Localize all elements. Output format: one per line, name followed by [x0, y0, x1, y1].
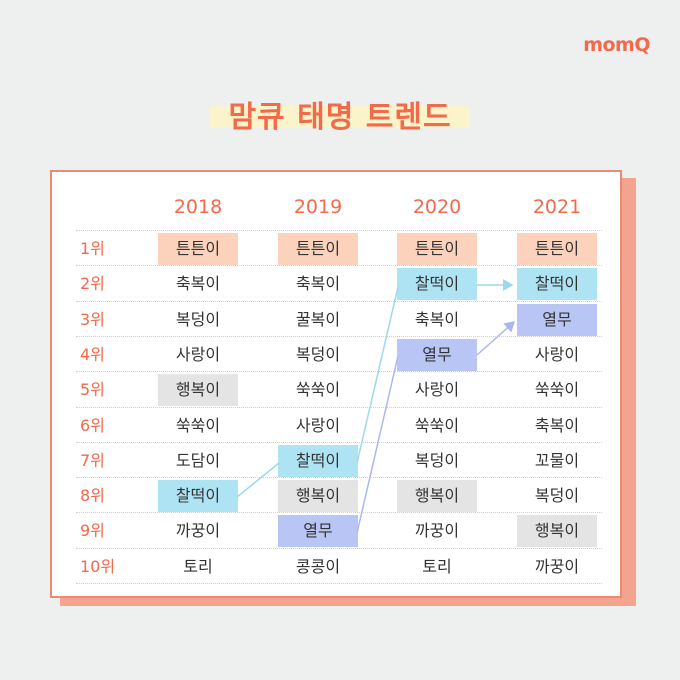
- year-header-2019: 2019: [293, 196, 343, 218]
- rank-label: 6위: [80, 415, 105, 435]
- name-cell-2019-rank-1: 튼튼이: [278, 233, 358, 265]
- row-divider: [76, 371, 602, 373]
- year-header-2018: 2018: [173, 196, 223, 218]
- name-cell-2021-rank-2: 찰떡이: [517, 268, 597, 301]
- row-divider: [76, 547, 602, 549]
- name-cell-2018-rank-3: 복덩이: [175, 309, 221, 329]
- name-cell-2020-rank-3: 축복이: [414, 309, 460, 329]
- name-cell-2018-rank-7: 도담이: [175, 450, 221, 470]
- name-cell-2018-rank-1: 튼튼이: [158, 233, 238, 265]
- name-cell-2019-rank-5: 쑥쑥이: [295, 380, 341, 400]
- name-cell-2019-rank-4: 복덩이: [295, 344, 341, 364]
- rank-label: 3위: [80, 309, 105, 329]
- name-cell-2021-rank-9: 행복이: [517, 515, 597, 548]
- rank-label: 4위: [80, 344, 105, 364]
- rank-label: 2위: [80, 274, 105, 294]
- rank-label: 10위: [80, 556, 116, 576]
- name-cell-2019-rank-7: 찰떡이: [278, 444, 358, 477]
- row-divider: [76, 512, 602, 514]
- row-divider: [76, 477, 602, 479]
- name-cell-2020-rank-7: 복덩이: [414, 450, 460, 470]
- name-cell-2020-rank-1: 튼튼이: [397, 233, 477, 265]
- name-cell-2018-rank-9: 까꿍이: [175, 521, 221, 541]
- name-cell-2021-rank-4: 사랑이: [534, 344, 580, 364]
- name-cell-2019-rank-9: 열무: [278, 515, 358, 548]
- year-header-2020: 2020: [412, 196, 462, 218]
- name-cell-2021-rank-8: 복덩이: [534, 486, 580, 506]
- name-cell-2020-rank-6: 쑥쑥이: [414, 415, 460, 435]
- row-divider: [76, 300, 602, 302]
- name-cell-2021-rank-7: 꼬물이: [534, 450, 580, 470]
- name-cell-2021-rank-10: 까꿍이: [534, 556, 580, 576]
- name-cell-2020-rank-2: 찰떡이: [397, 268, 477, 301]
- name-cell-2018-rank-4: 사랑이: [175, 344, 221, 364]
- rank-label: 5위: [80, 380, 105, 400]
- name-cell-2019-rank-3: 꿀복이: [295, 309, 341, 329]
- name-cell-2018-rank-8: 찰떡이: [158, 480, 238, 513]
- rank-label: 1위: [80, 239, 105, 258]
- row-divider: [76, 230, 602, 231]
- name-cell-2020-rank-10: 토리: [422, 556, 452, 576]
- name-cell-2020-rank-4: 열무: [397, 338, 477, 371]
- name-cell-2019-rank-2: 축복이: [295, 274, 341, 294]
- name-cell-2019-rank-6: 사랑이: [295, 415, 341, 435]
- name-cell-2020-rank-9: 까꿍이: [414, 521, 460, 541]
- row-divider: [76, 441, 602, 443]
- rank-label: 7위: [80, 450, 105, 470]
- rank-label: 8위: [80, 486, 105, 506]
- year-header-2021: 2021: [532, 196, 582, 218]
- row-divider: [76, 265, 602, 267]
- name-cell-2018-rank-10: 토리: [183, 556, 213, 576]
- page-title: 맘큐 태명 트렌드: [210, 92, 470, 136]
- row-divider: [76, 335, 602, 337]
- name-cell-2019-rank-10: 콩콩이: [295, 556, 341, 576]
- momq-logo: momQ: [583, 34, 650, 56]
- name-cell-2018-rank-6: 쑥쑥이: [175, 415, 221, 435]
- name-cell-2021-rank-6: 축복이: [534, 415, 580, 435]
- row-divider: [76, 583, 602, 584]
- rank-label: 9위: [80, 521, 105, 541]
- name-cell-2020-rank-5: 사랑이: [414, 380, 460, 400]
- name-cell-2021-rank-3: 열무: [517, 303, 597, 336]
- name-cell-2021-rank-5: 쑥쑥이: [534, 380, 580, 400]
- name-cell-2018-rank-5: 행복이: [158, 374, 238, 407]
- name-cell-2021-rank-1: 튼튼이: [517, 233, 597, 265]
- row-divider: [76, 406, 602, 408]
- name-cell-2019-rank-8: 행복이: [278, 480, 358, 513]
- title-area: 맘큐 태명 트렌드: [0, 92, 680, 136]
- name-cell-2018-rank-2: 축복이: [175, 274, 221, 294]
- name-cell-2020-rank-8: 행복이: [397, 480, 477, 513]
